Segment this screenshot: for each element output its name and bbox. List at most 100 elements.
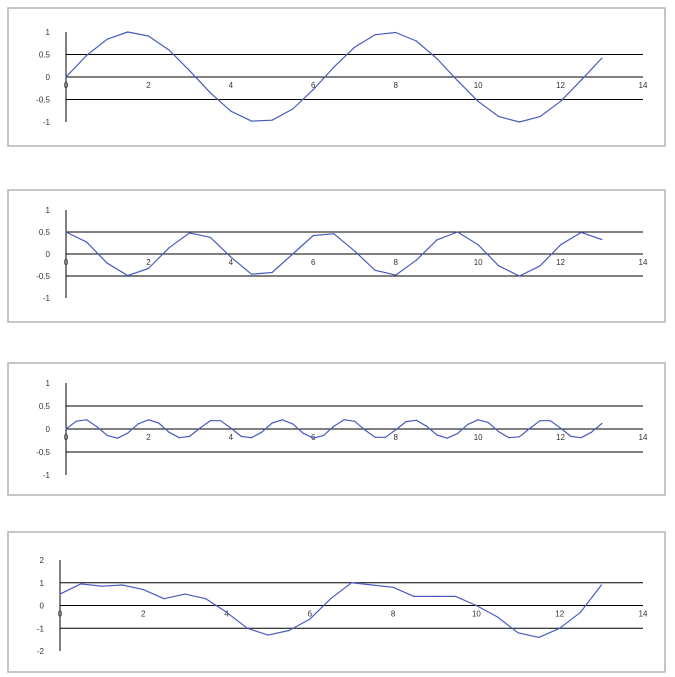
data-point — [570, 435, 572, 437]
x-tick-label: 4 — [224, 610, 229, 619]
data-point — [199, 427, 201, 429]
data-point — [230, 256, 232, 258]
x-tick-label: 12 — [556, 433, 565, 442]
data-point — [374, 34, 376, 36]
data-point — [477, 244, 479, 246]
data-point — [333, 233, 335, 235]
data-point — [496, 616, 498, 618]
y-tick-label: -0.5 — [36, 96, 50, 105]
data-point — [147, 419, 149, 421]
data-point — [559, 627, 561, 629]
x-tick-label: 10 — [472, 610, 481, 619]
data-point — [579, 611, 582, 613]
data-point — [392, 586, 394, 588]
data-point — [127, 31, 129, 33]
data-point — [518, 275, 521, 277]
data-point — [395, 274, 397, 276]
data-point — [184, 593, 186, 595]
x-tick-label: 2 — [146, 81, 151, 90]
y-tick-label: 2 — [40, 556, 45, 565]
data-point — [168, 431, 170, 433]
data-point — [434, 595, 436, 598]
y-tick-label: -1 — [43, 294, 51, 303]
chart-frame — [7, 531, 666, 673]
data-point — [168, 247, 170, 249]
data-point — [374, 436, 376, 438]
data-point — [230, 110, 232, 112]
chart-frame — [7, 7, 666, 147]
data-point — [343, 419, 345, 421]
data-point — [281, 419, 283, 421]
x-tick-label: 8 — [391, 610, 396, 619]
data-point — [127, 275, 129, 277]
data-point — [498, 116, 500, 118]
data-point — [538, 636, 540, 639]
data-point — [456, 231, 459, 233]
y-tick-label: 0 — [40, 602, 45, 611]
data-point — [189, 435, 191, 437]
data-point — [601, 422, 603, 425]
data-point — [158, 422, 160, 424]
data-point — [580, 437, 582, 439]
data-point — [436, 434, 438, 436]
data-point — [271, 271, 273, 274]
data-point — [323, 434, 325, 436]
data-point — [209, 236, 211, 238]
y-tick-label: 1 — [46, 28, 51, 37]
data-point — [456, 80, 459, 82]
data-point — [127, 432, 129, 434]
data-point — [601, 238, 603, 241]
x-tick-label: 14 — [639, 610, 648, 619]
data-point — [226, 611, 228, 613]
y-tick-label: 0.5 — [39, 51, 51, 60]
data-point — [312, 89, 314, 91]
data-point — [205, 598, 207, 600]
data-point — [101, 585, 103, 587]
data-point — [292, 108, 294, 110]
x-tick-label: 6 — [308, 610, 313, 619]
data-point — [65, 231, 67, 233]
data-point — [288, 629, 290, 632]
data-point — [163, 598, 165, 600]
data-point — [529, 427, 531, 430]
y-tick-label: -2 — [37, 647, 45, 656]
x-tick-label: 12 — [556, 258, 565, 267]
data-point — [65, 428, 67, 430]
data-point — [371, 584, 373, 586]
x-tick-label: 10 — [474, 81, 483, 90]
data-point — [271, 119, 273, 121]
y-tick-label: 0 — [46, 250, 51, 259]
data-point — [477, 100, 479, 102]
chart-frame — [7, 189, 666, 323]
data-point — [395, 429, 397, 431]
data-point — [560, 100, 562, 102]
data-point — [267, 634, 269, 636]
data-point — [178, 437, 180, 439]
data-point — [220, 420, 222, 422]
x-tick-label: 14 — [639, 258, 648, 267]
data-point — [240, 435, 242, 437]
data-point — [498, 265, 500, 267]
x-tick-label: 14 — [639, 433, 648, 442]
data-point — [189, 70, 191, 72]
y-tick-label: 0.5 — [39, 228, 51, 237]
data-point — [230, 427, 232, 429]
data-point — [261, 431, 263, 433]
data-point — [250, 120, 253, 122]
data-point — [80, 583, 82, 585]
data-point — [560, 427, 562, 429]
data-point — [189, 232, 191, 234]
data-point — [250, 273, 253, 275]
x-tick-label: 4 — [229, 258, 234, 267]
data-point — [560, 244, 562, 246]
data-point — [436, 239, 438, 241]
data-point — [75, 420, 77, 422]
data-point — [147, 35, 149, 37]
y-tick-label: 0 — [46, 73, 51, 82]
data-point — [477, 419, 479, 421]
y-tick-label: -0.5 — [36, 448, 50, 457]
